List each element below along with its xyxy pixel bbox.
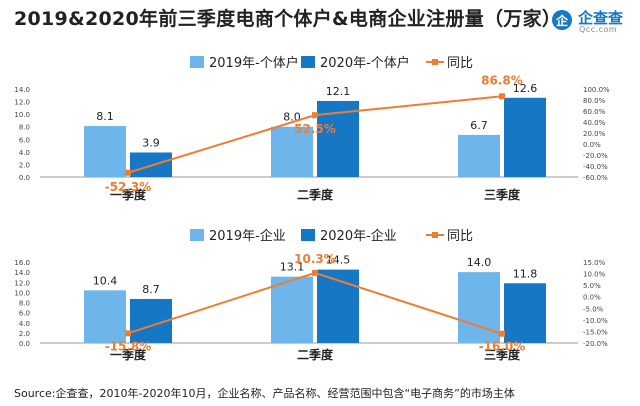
bar-value-label: 8.1 — [96, 110, 114, 123]
y-tick-label: 8.0 — [19, 300, 30, 308]
legend-swatch-1 — [190, 229, 204, 241]
legend-label-1: 2019年-企业 — [209, 228, 286, 244]
legend-line-marker — [432, 59, 438, 65]
bar-value-label: 3.9 — [142, 136, 160, 149]
y-tick-label: 4.0 — [19, 149, 30, 157]
yoy-value-label: 52.5% — [294, 122, 336, 136]
y-tick-label: 2.0 — [19, 161, 30, 169]
yoy-value-label: -16.0% — [479, 340, 526, 354]
brand-sub: Qcc.com — [579, 25, 618, 34]
y-tick-label: 12.0 — [14, 99, 30, 107]
bar-2019 — [84, 290, 126, 343]
y2-tick-label: -15.0% — [583, 328, 608, 336]
y2-tick-label: 100.0% — [583, 86, 610, 94]
y-tick-label: 16.0 — [14, 259, 30, 267]
yoy-marker — [125, 169, 131, 176]
yoy-line — [127, 271, 503, 335]
yoy-value-label: -52.3% — [105, 180, 152, 194]
bar-2020 — [317, 269, 359, 343]
y-tick-label: 14.0 — [14, 86, 30, 94]
bar-2019 — [458, 272, 500, 343]
y2-tick-label: -20.0% — [583, 340, 608, 348]
legend-label-1: 2019年-个体户 — [209, 55, 299, 71]
category-label: 三季度 — [484, 347, 521, 362]
y-tick-label: 10.0 — [14, 289, 30, 297]
y2-tick-label: -5.0% — [583, 305, 604, 313]
legend-swatch-1 — [190, 56, 204, 68]
bar-2019 — [458, 134, 500, 177]
category-label: 三季度 — [484, 187, 521, 202]
y-tick-label: 0.0 — [19, 340, 30, 348]
y-tick-label: 10.0 — [14, 111, 30, 119]
y-tick-label: 0.0 — [19, 174, 30, 182]
bar-2020 — [504, 97, 546, 177]
yoy-marker — [499, 93, 505, 100]
y2-tick-label: -40.0% — [583, 163, 608, 171]
y2-tick-label: -10.0% — [583, 317, 608, 325]
bar-2019 — [271, 126, 313, 177]
y2-tick-label: 0.0% — [583, 141, 601, 149]
bar-value-label: 8.7 — [142, 283, 160, 296]
bar-2019 — [84, 126, 126, 177]
brand-logo-icon: 企 — [552, 10, 572, 30]
bar-2020 — [504, 283, 546, 343]
bar-2019 — [271, 276, 313, 343]
bar-value-label: 12.6 — [513, 82, 538, 95]
y2-tick-label: 0.0% — [583, 294, 601, 302]
category-label: 一季度 — [110, 187, 147, 202]
bar-value-label: 12.1 — [326, 85, 351, 98]
y-tick-label: 8.0 — [19, 124, 30, 132]
bar-value-label: 14.5 — [326, 254, 351, 267]
yoy-marker — [499, 330, 505, 337]
y-tick-label: 6.0 — [19, 136, 30, 144]
legend-swatch-2 — [301, 56, 315, 68]
category-label: 一季度 — [110, 347, 147, 362]
legend-line-marker — [432, 232, 438, 238]
y2-tick-label: 60.0% — [583, 108, 606, 116]
bar-value-label: 13.1 — [280, 261, 305, 274]
legend-label-3: 同比 — [447, 56, 473, 71]
yoy-value-label: -15.8% — [105, 339, 152, 353]
yoy-value-label: 86.8% — [481, 73, 523, 87]
bar-value-label: 10.4 — [93, 274, 118, 287]
y2-tick-label: -20.0% — [583, 152, 608, 160]
y2-tick-label: 10.0% — [583, 271, 606, 279]
legend-label-2: 2020年-个体户 — [320, 55, 410, 71]
legend-label-3: 同比 — [447, 229, 473, 244]
y2-tick-label: 5.0% — [583, 282, 601, 290]
y2-tick-label: 20.0% — [583, 130, 606, 138]
yoy-marker — [125, 330, 131, 337]
bar-value-label: 6.7 — [470, 119, 488, 132]
bar-value-label: 11.8 — [513, 267, 538, 280]
legend-label-2: 2020年-企业 — [320, 228, 397, 244]
yoy-value-label: 10.3% — [294, 252, 336, 266]
y-tick-label: 2.0 — [19, 330, 30, 338]
y-tick-label: 14.0 — [14, 269, 30, 277]
y2-tick-label: 15.0% — [583, 259, 606, 267]
legend-swatch-2 — [301, 229, 315, 241]
yoy-marker — [312, 112, 318, 119]
bar-value-label: 14.0 — [467, 256, 492, 269]
category-label: 二季度 — [297, 347, 334, 362]
brand-name: 企查查 — [578, 9, 624, 27]
y2-tick-label: -60.0% — [583, 174, 608, 182]
y-tick-label: 6.0 — [19, 310, 30, 318]
y-tick-label: 12.0 — [14, 279, 30, 287]
source-note: Source:企查查，2010年-2020年10月，企业名称、产品名称、经营范围… — [14, 387, 515, 400]
yoy-marker — [312, 269, 318, 276]
page-title: 2019&2020年前三季度电商个体户&电商企业注册量（万家） — [14, 8, 562, 30]
y-tick-label: 4.0 — [19, 320, 30, 328]
y2-tick-label: 40.0% — [583, 119, 606, 127]
y2-tick-label: 80.0% — [583, 97, 606, 105]
category-label: 二季度 — [297, 187, 334, 202]
